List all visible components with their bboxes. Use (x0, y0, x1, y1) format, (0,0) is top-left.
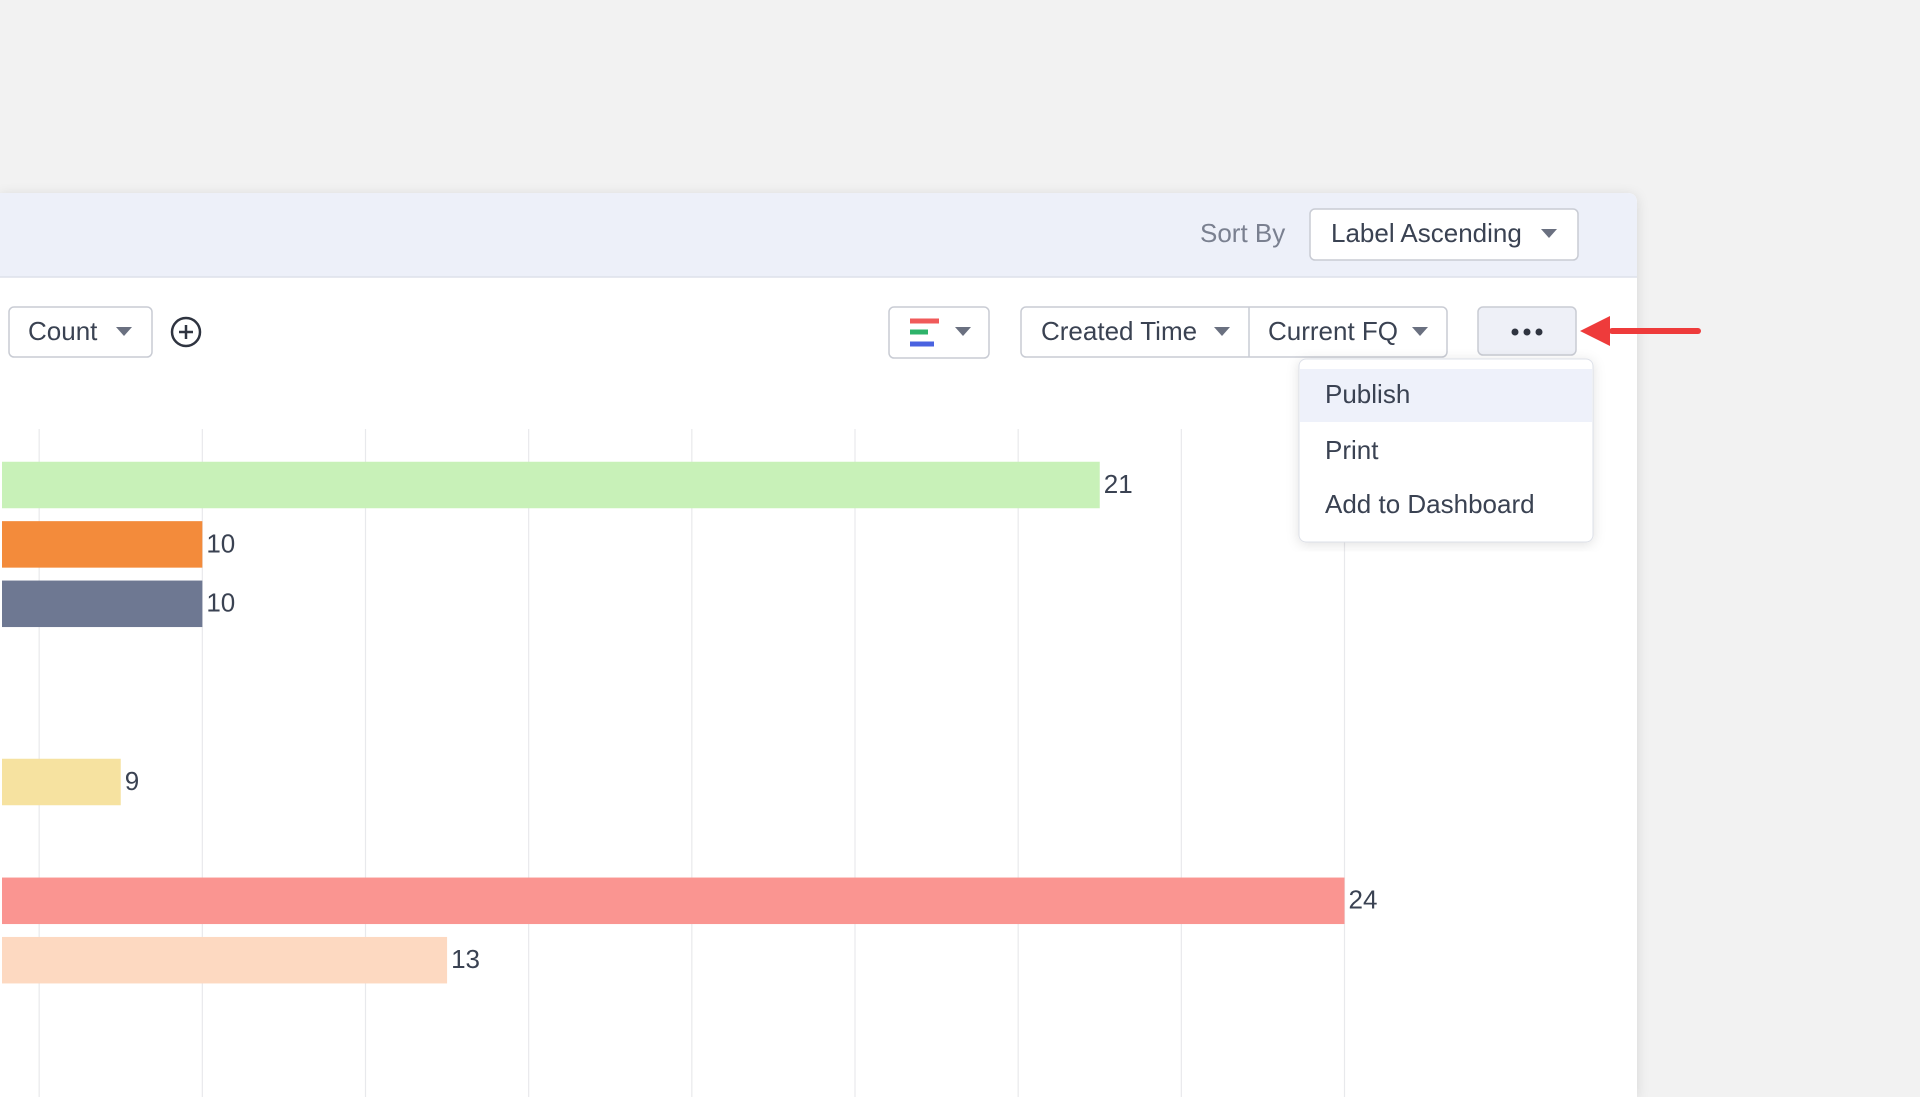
caret (116, 327, 132, 336)
bar (2, 877, 1345, 925)
arrow-head (1580, 316, 1610, 346)
header-bar (0, 193, 1637, 277)
menu-highlight (1300, 369, 1592, 422)
measure[interactable]: Count (28, 316, 98, 346)
sort-label: Sort By (1200, 218, 1285, 248)
chart-type-dropdown[interactable] (888, 306, 990, 359)
caret (1214, 327, 1230, 336)
panel (0, 193, 1637, 1097)
bar (2, 936, 448, 984)
field[interactable]: Created Time (1041, 316, 1197, 346)
caret (1412, 327, 1428, 336)
value-label: 9 (125, 766, 139, 796)
add-button[interactable] (170, 316, 202, 348)
bar (2, 758, 121, 806)
dot (1523, 328, 1531, 336)
bar (2, 521, 203, 568)
plot: 21 10 10 9 24 13 (2, 429, 1378, 1097)
bar (2, 580, 203, 628)
dot (1511, 328, 1519, 336)
bar (2, 461, 1100, 509)
value-label: 13 (451, 944, 480, 974)
caret (955, 327, 971, 336)
value-label: 10 (206, 588, 235, 618)
period[interactable]: Current FQ (1268, 316, 1398, 346)
caret (1541, 229, 1557, 238)
menu-item[interactable]: Publish (1325, 379, 1410, 409)
menu-items: Publish Print Add to Dashboard (1325, 379, 1535, 519)
sort-dropdown[interactable] (1309, 208, 1579, 261)
filter-group[interactable] (1020, 306, 1448, 358)
value-label: 24 (1349, 885, 1378, 915)
measure-dropdown[interactable] (8, 306, 153, 358)
dot (1535, 328, 1543, 336)
plus-icon (179, 325, 193, 339)
sort-value[interactable]: Label Ascending (1331, 218, 1522, 248)
value-label: 21 (1104, 469, 1133, 499)
menu-item[interactable]: Add to Dashboard (1325, 489, 1535, 519)
value-label: 10 (206, 528, 235, 558)
menu-item[interactable]: Print (1325, 435, 1379, 465)
